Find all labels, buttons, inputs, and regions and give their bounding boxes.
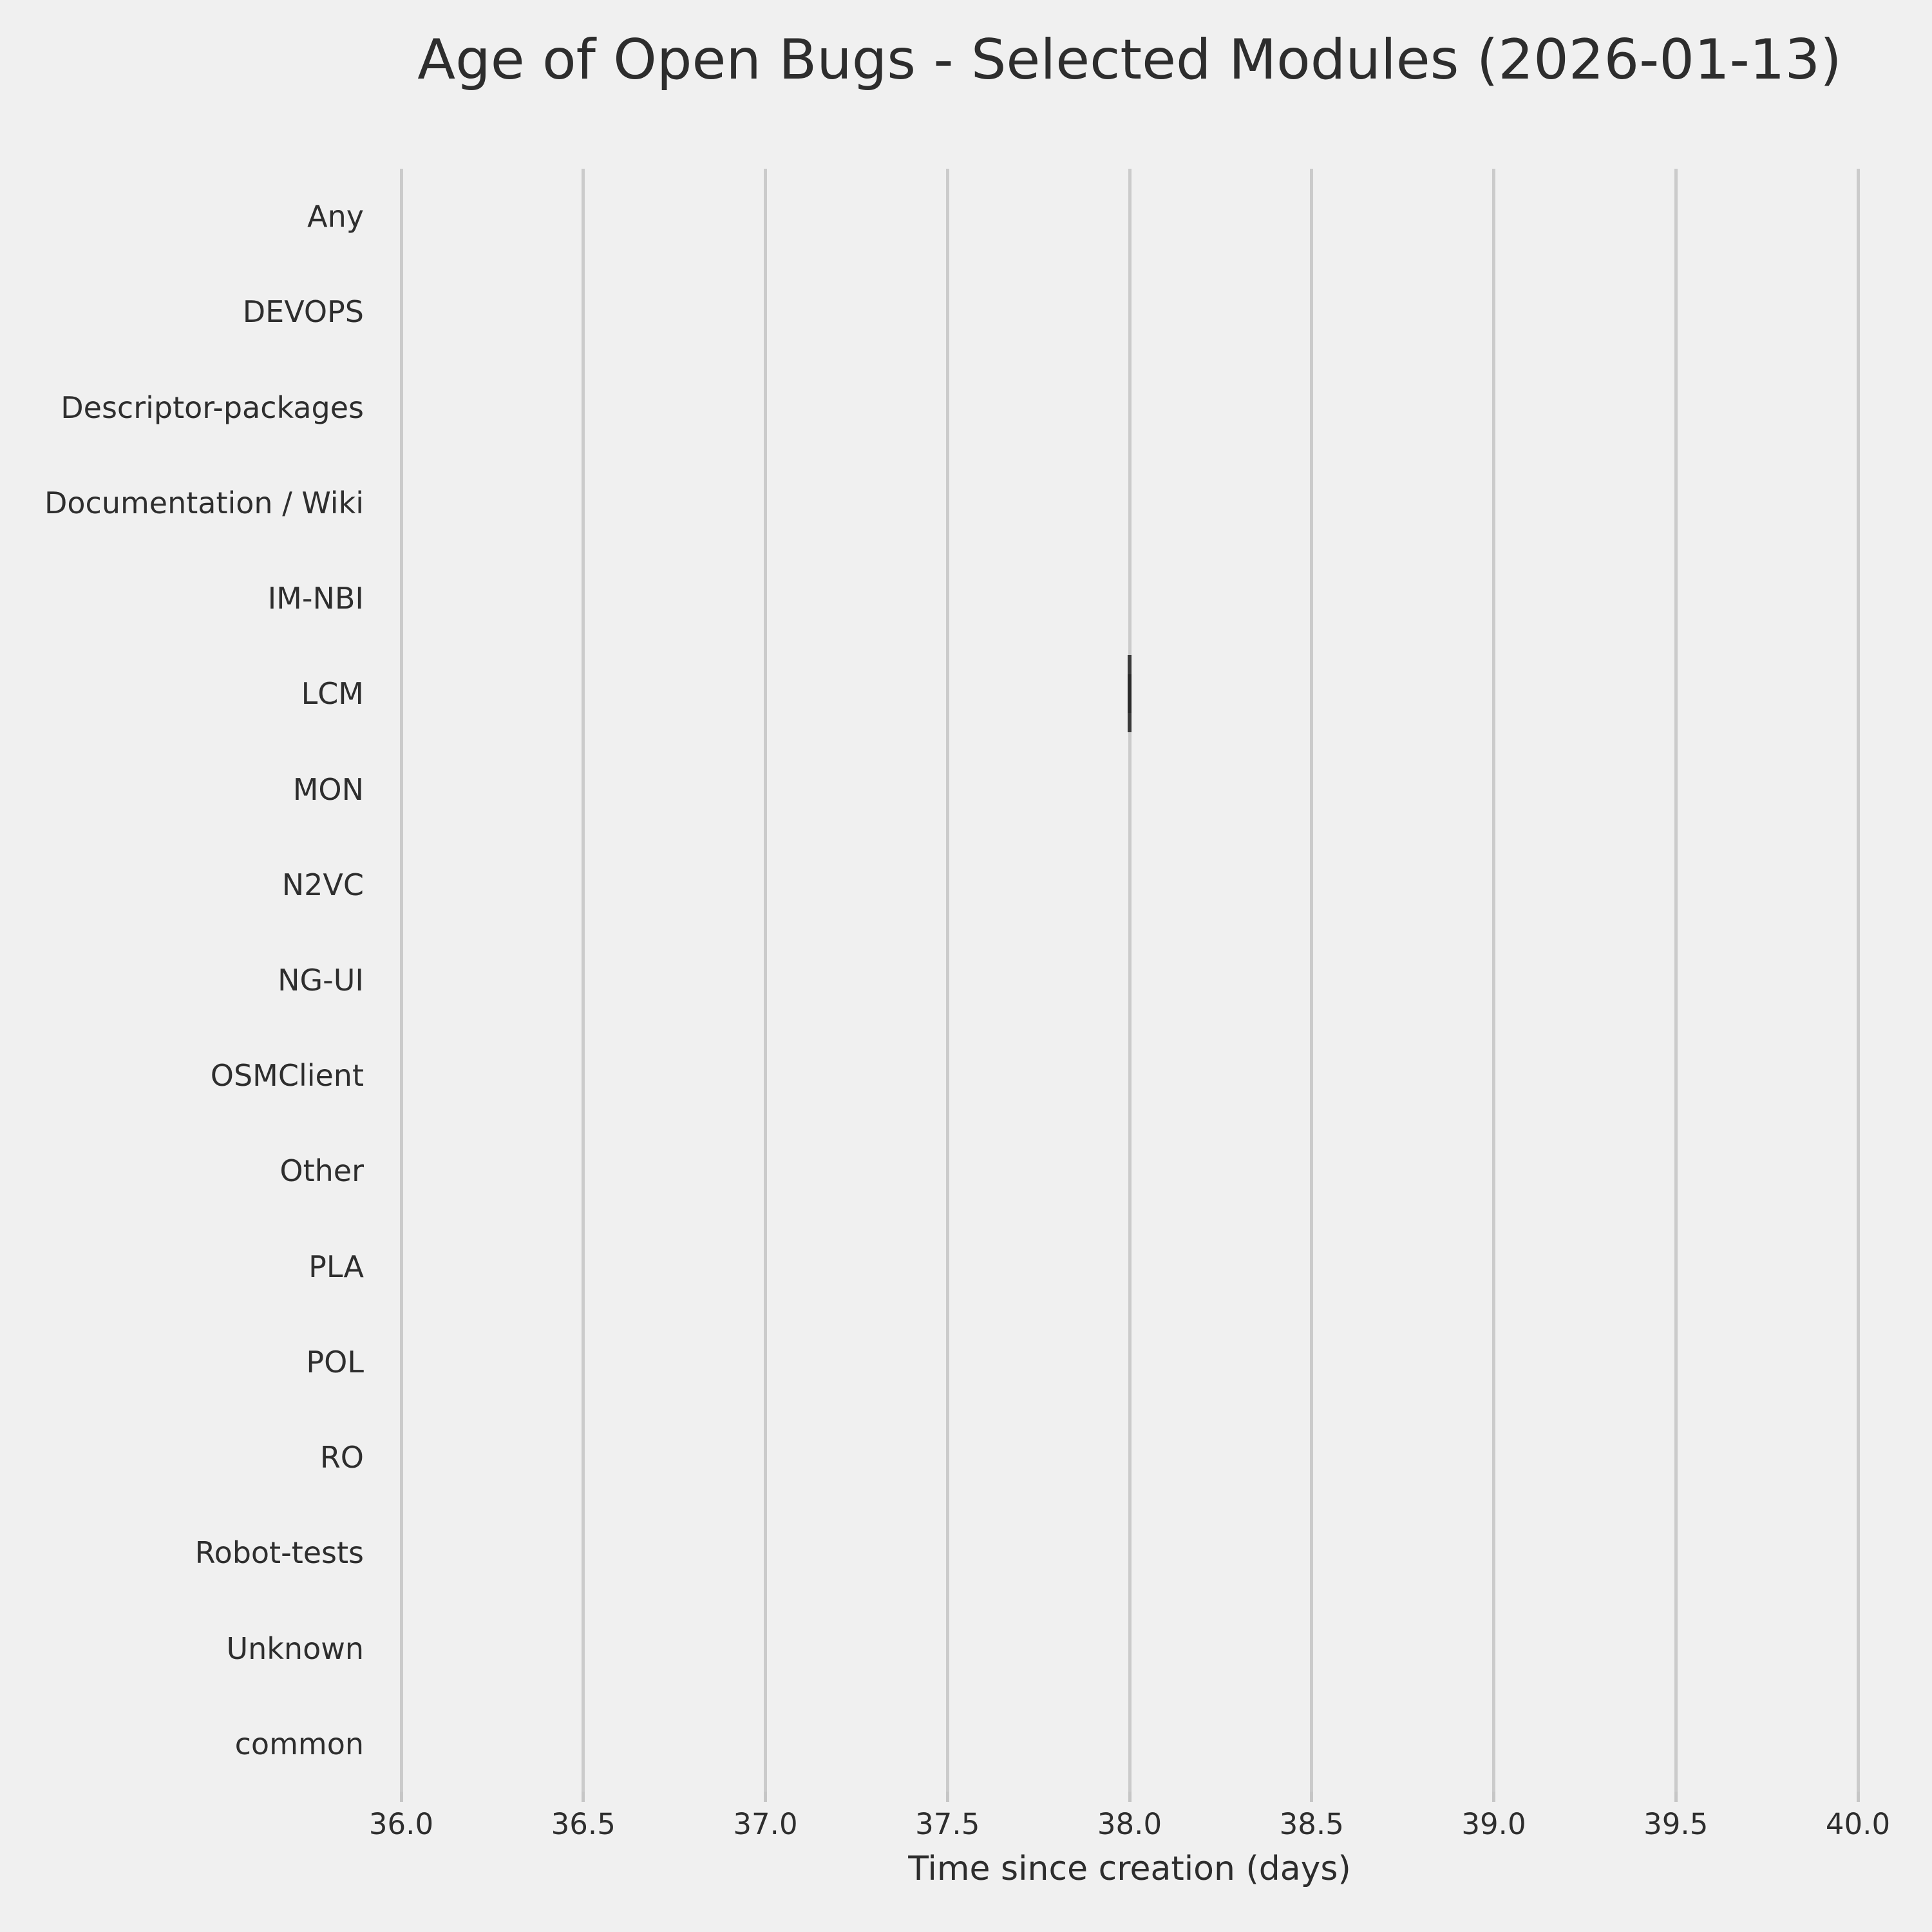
x-tickmark-39.0 [1492,1792,1495,1802]
y-category-label-ro: RO [319,1440,364,1475]
y-category-label-lcm: LCM [301,676,364,712]
gridline-x-37.5 [945,169,949,1792]
y-category-label-im-nbi: IM-NBI [267,581,364,616]
y-category-label-mon: MON [292,772,364,807]
y-category-label-any: Any [307,199,364,234]
x-tickmark-38.0 [1128,1792,1132,1802]
x-tickmark-38.5 [1310,1792,1314,1802]
y-category-label-other: Other [279,1153,364,1189]
x-tick-label-37.5: 37.5 [915,1807,980,1841]
y-category-label-n2vc: N2VC [281,867,364,902]
gridline-x-37.0 [764,169,767,1792]
gridline-x-38.5 [1310,169,1314,1792]
x-tickmark-37.0 [764,1792,767,1802]
gridline-x-36.0 [399,169,403,1792]
gridline-x-40.0 [1856,169,1860,1792]
boxplot-median-segment-lcm [1128,674,1132,714]
x-tick-label-40.0: 40.0 [1825,1807,1891,1841]
x-tickmark-39.5 [1674,1792,1678,1802]
y-category-label-descriptor-packages: Descriptor-packages [61,390,364,425]
y-category-label-pla: PLA [308,1249,364,1284]
gridline-x-39.0 [1492,169,1495,1792]
x-axis-label: Time since creation (days) [908,1850,1351,1888]
chart-title: Age of Open Bugs - Selected Modules (202… [417,28,1842,92]
x-tickmark-36.5 [582,1792,585,1802]
gridline-x-36.5 [582,169,585,1792]
y-category-label-robot-tests: Robot-tests [194,1535,364,1571]
x-tick-label-38.5: 38.5 [1279,1807,1344,1841]
y-category-label-ng-ui: NG-UI [278,963,364,998]
x-tick-label-36.5: 36.5 [551,1807,616,1841]
y-category-label-unknown: Unknown [226,1631,364,1666]
boxplot-mark-lcm [1128,655,1132,733]
y-category-label-devops: DEVOPS [242,294,364,330]
y-category-label-pol: POL [306,1344,364,1379]
x-tickmark-40.0 [1856,1792,1860,1802]
x-tick-label-37.0: 37.0 [733,1807,798,1841]
x-tick-label-36.0: 36.0 [368,1807,434,1841]
x-tick-label-39.0: 39.0 [1461,1807,1526,1841]
x-tick-label-38.0: 38.0 [1097,1807,1162,1841]
y-category-label-common: common [234,1726,364,1761]
gridline-x-39.5 [1674,169,1678,1792]
y-category-label-documentation-wiki: Documentation / Wiki [44,485,364,520]
x-tick-label-39.5: 39.5 [1643,1807,1709,1841]
x-tickmark-36.0 [399,1792,403,1802]
x-tickmark-37.5 [945,1792,949,1802]
y-category-label-osmclient: OSMClient [210,1058,364,1094]
gridline-x-38.0 [1128,169,1132,1792]
plot-area [399,169,1860,1792]
